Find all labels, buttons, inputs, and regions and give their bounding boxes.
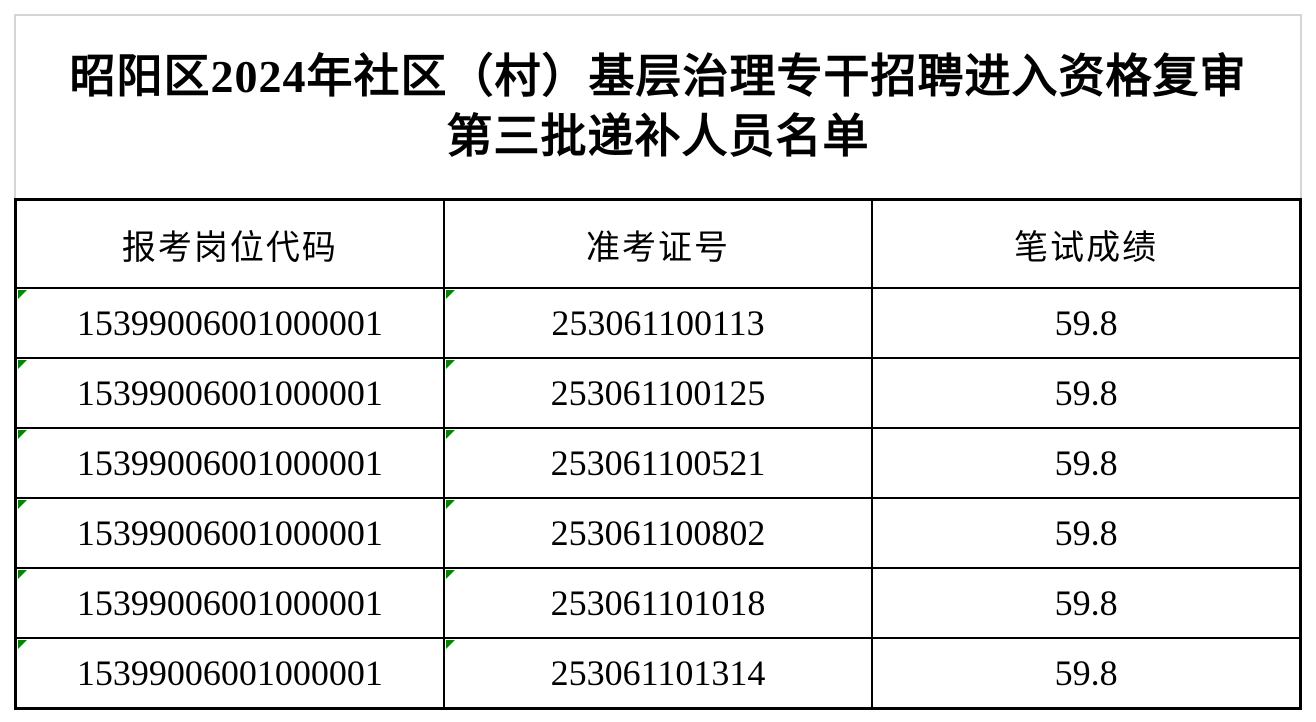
number-as-text-flag-icon xyxy=(18,290,27,299)
cell-score: 59.8 xyxy=(871,567,1302,639)
table-body: 15399006001000001 253061100113 59.8 1539900… xyxy=(14,287,1302,710)
cell-score: 59.8 xyxy=(871,497,1302,569)
cell-value: 15399006001000001 xyxy=(76,583,383,623)
table-row: 15399006001000001 253061101314 59.8 xyxy=(14,637,1302,710)
number-as-text-flag-icon xyxy=(445,290,455,299)
cell-value: 59.8 xyxy=(1054,373,1118,413)
cell-score: 59.8 xyxy=(871,287,1302,359)
cell-score: 59.8 xyxy=(871,637,1302,710)
table-row: 15399006001000001 253061100113 59.8 xyxy=(14,287,1302,359)
number-as-text-flag-icon xyxy=(18,500,27,509)
title-line-1: 昭阳区2024年社区（村）基层治理专干招聘进入资格复审 xyxy=(69,51,1247,102)
cell-position-code: 15399006001000001 xyxy=(14,567,445,639)
number-as-text-flag-icon xyxy=(445,570,455,579)
cell-position-code: 15399006001000001 xyxy=(14,637,445,710)
cell-position-code: 15399006001000001 xyxy=(14,497,445,569)
cell-value: 59.8 xyxy=(1054,303,1118,343)
results-table: 报考岗位代码 准考证号 笔试成绩 15399006001000001 253061… xyxy=(14,198,1302,710)
number-as-text-flag-icon xyxy=(445,360,455,369)
cell-value: 15399006001000001 xyxy=(76,303,383,343)
cell-value: 253061100802 xyxy=(550,513,766,553)
number-as-text-flag-icon xyxy=(18,570,27,579)
cell-value: 15399006001000001 xyxy=(76,373,383,413)
cell-value: 15399006001000001 xyxy=(76,653,383,693)
cell-value: 253061100113 xyxy=(551,303,765,343)
cell-score: 59.8 xyxy=(871,357,1302,429)
page-title: 昭阳区2024年社区（村）基层治理专干招聘进入资格复审 第三批递补人员名单 xyxy=(14,14,1302,198)
column-header-position-code: 报考岗位代码 xyxy=(14,198,445,289)
number-as-text-flag-icon xyxy=(445,640,455,649)
cell-score: 59.8 xyxy=(871,427,1302,499)
sheet: 昭阳区2024年社区（村）基层治理专干招聘进入资格复审 第三批递补人员名单 报考… xyxy=(14,14,1302,710)
table-row: 15399006001000001 253061100521 59.8 xyxy=(14,427,1302,499)
table-row: 15399006001000001 253061101018 59.8 xyxy=(14,567,1302,639)
cell-ticket-no: 253061100113 xyxy=(442,287,874,359)
cell-value: 253061101314 xyxy=(550,653,766,693)
cell-ticket-no: 253061101314 xyxy=(442,637,874,710)
cell-position-code: 15399006001000001 xyxy=(14,357,445,429)
number-as-text-flag-icon xyxy=(18,640,27,649)
cell-ticket-no: 253061100802 xyxy=(442,497,874,569)
header-row: 报考岗位代码 准考证号 笔试成绩 xyxy=(14,198,1302,289)
table-row: 15399006001000001 253061100125 59.8 xyxy=(14,357,1302,429)
cell-value: 15399006001000001 xyxy=(76,513,383,553)
cell-value: 59.8 xyxy=(1054,653,1118,693)
cell-ticket-no: 253061100521 xyxy=(442,427,874,499)
column-header-score: 笔试成绩 xyxy=(871,198,1302,289)
cell-value: 59.8 xyxy=(1054,443,1118,483)
cell-value: 59.8 xyxy=(1054,583,1118,623)
column-header-ticket-no: 准考证号 xyxy=(442,198,874,289)
number-as-text-flag-icon xyxy=(18,360,27,369)
cell-position-code: 15399006001000001 xyxy=(14,287,445,359)
cell-value: 253061101018 xyxy=(550,583,766,623)
cell-ticket-no: 253061101018 xyxy=(442,567,874,639)
cell-value: 59.8 xyxy=(1054,513,1118,553)
cell-value: 15399006001000001 xyxy=(76,443,383,483)
table-row: 15399006001000001 253061100802 59.8 xyxy=(14,497,1302,569)
cell-ticket-no: 253061100125 xyxy=(442,357,874,429)
cell-value: 253061100521 xyxy=(550,443,766,483)
number-as-text-flag-icon xyxy=(18,430,27,439)
cell-position-code: 15399006001000001 xyxy=(14,427,445,499)
number-as-text-flag-icon xyxy=(445,430,455,439)
cell-value: 253061100125 xyxy=(550,373,766,413)
title-line-2: 第三批递补人员名单 xyxy=(446,111,870,162)
number-as-text-flag-icon xyxy=(445,500,455,509)
